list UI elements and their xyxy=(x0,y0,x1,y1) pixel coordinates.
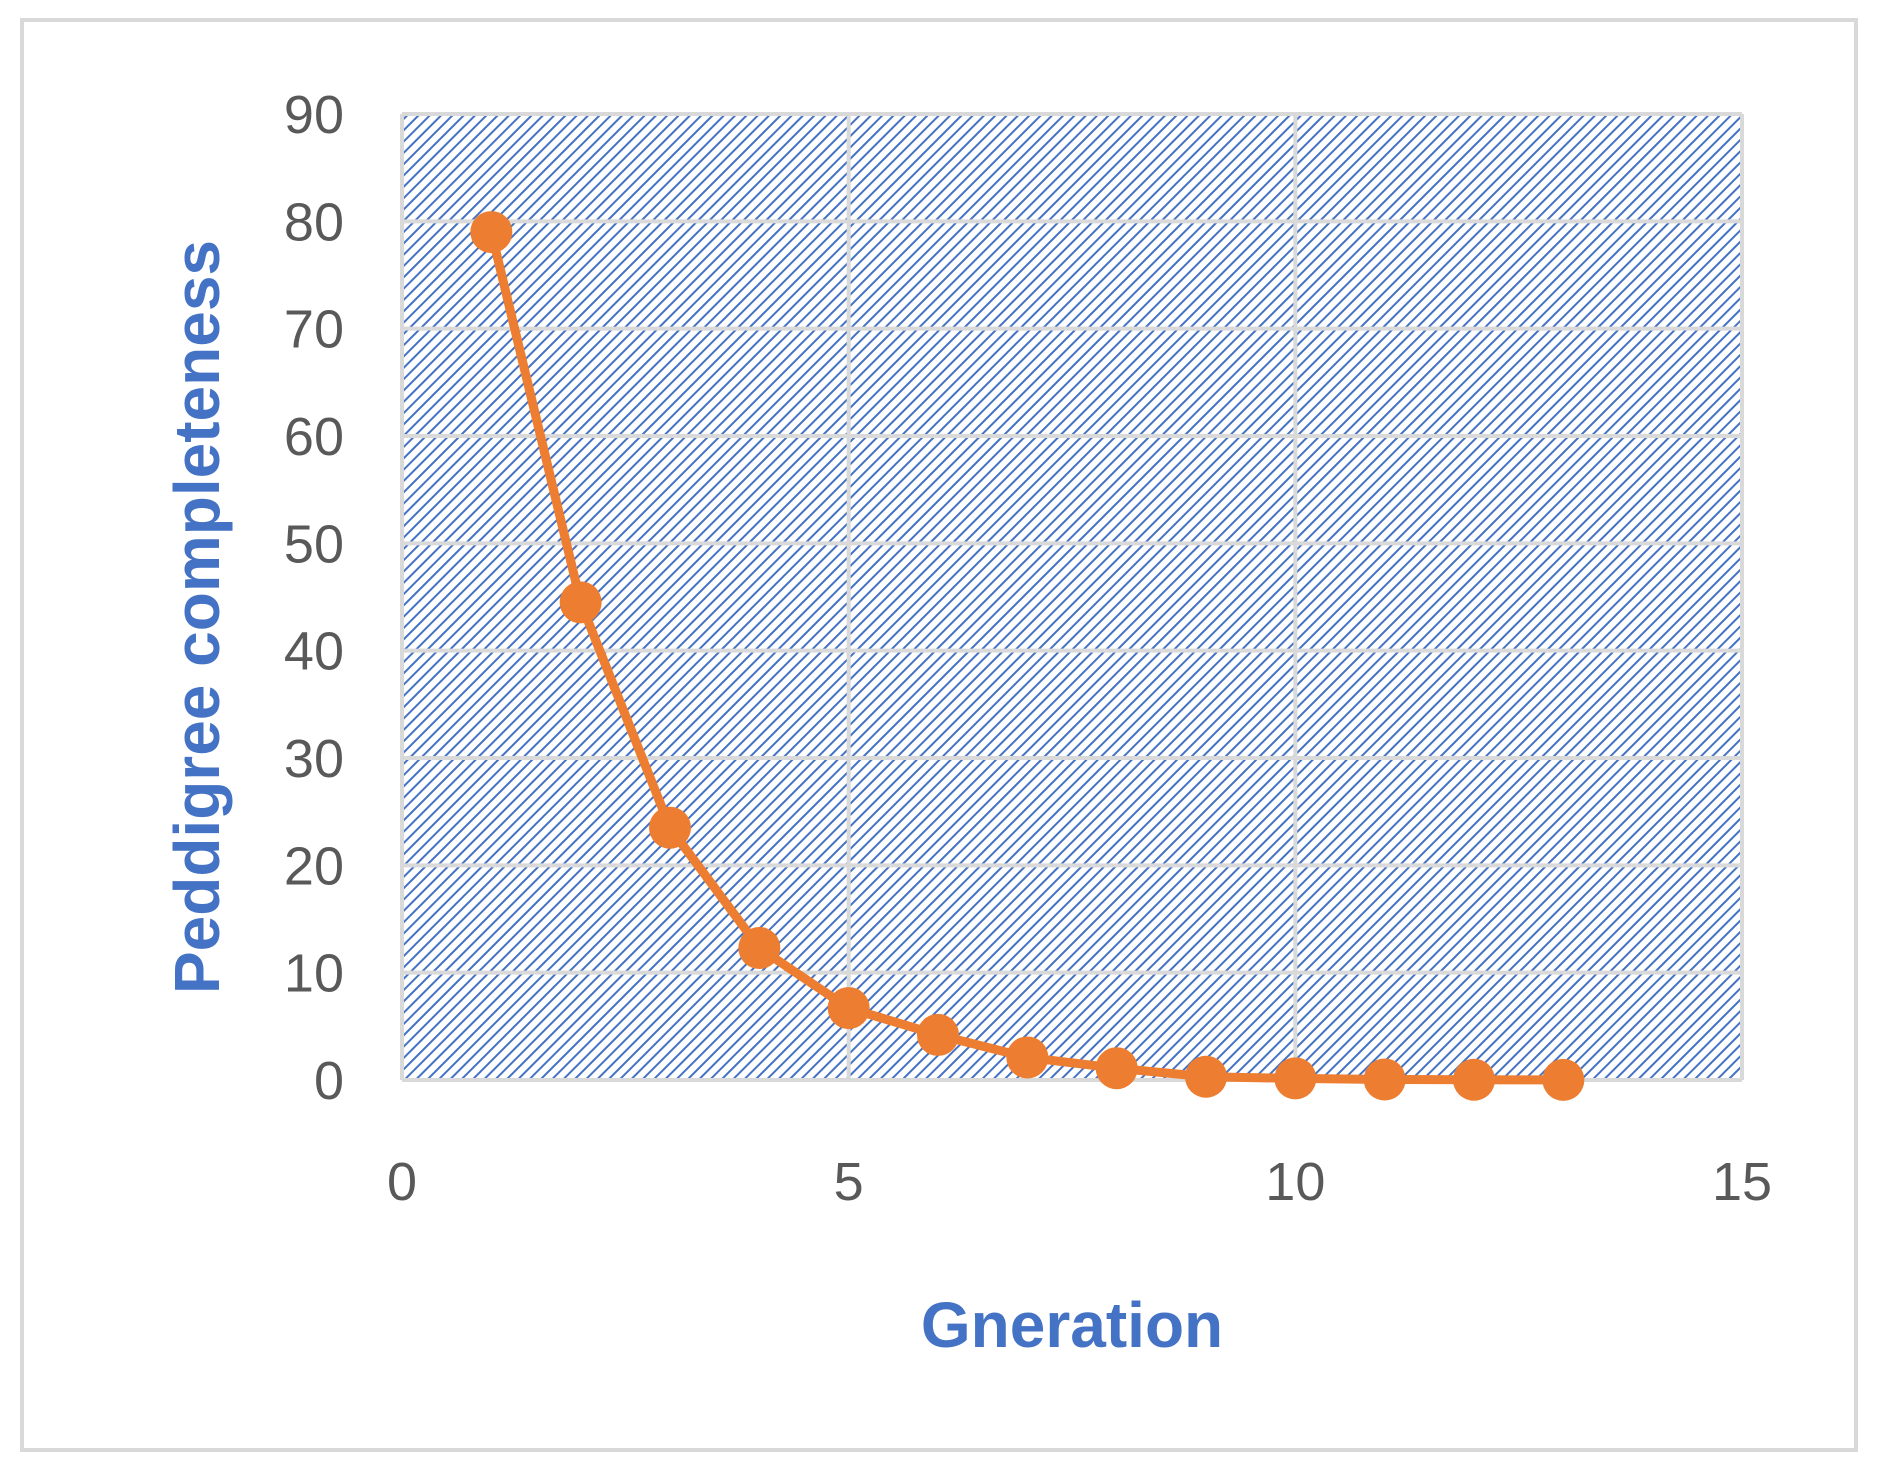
tick-labels: 0 10 20 30 40 50 60 70 80 90 0 5 10 15 xyxy=(284,85,1772,1212)
plot-area xyxy=(402,114,1742,1080)
x-tick-label: 10 xyxy=(1265,1152,1325,1212)
data-point xyxy=(559,581,602,624)
chart-svg: 0 10 20 30 40 50 60 70 80 90 0 5 10 15 Gneration Pedd… xyxy=(161,85,1772,1361)
data-point xyxy=(1542,1058,1585,1101)
data-point xyxy=(1453,1058,1495,1101)
x-tick-label: 0 xyxy=(387,1152,417,1212)
data-point xyxy=(827,987,870,1030)
data-point xyxy=(1185,1055,1227,1098)
data-point xyxy=(738,926,781,969)
x-axis-title: Gneration xyxy=(921,1289,1223,1361)
y-tick-label: 80 xyxy=(284,192,344,252)
y-tick-label: 10 xyxy=(284,944,344,1004)
data-point xyxy=(1095,1047,1138,1090)
data-point xyxy=(1274,1057,1317,1100)
y-tick-label: 60 xyxy=(284,407,344,467)
data-point xyxy=(470,211,513,254)
chart-frame: 0 10 20 30 40 50 60 70 80 90 0 5 10 15 Gneration Pedd… xyxy=(20,18,1858,1452)
x-tick-label: 15 xyxy=(1712,1152,1772,1212)
data-point xyxy=(917,1013,959,1056)
x-tick-label: 5 xyxy=(834,1152,864,1212)
data-point xyxy=(649,806,691,849)
y-axis-title: Peddigree completeness xyxy=(161,240,233,994)
y-tick-label: 90 xyxy=(284,85,344,145)
y-tick-label: 70 xyxy=(284,300,344,360)
gridlines xyxy=(400,112,1744,1082)
y-tick-label: 0 xyxy=(314,1051,344,1111)
data-point xyxy=(1363,1058,1406,1101)
y-tick-label: 20 xyxy=(284,836,344,896)
y-tick-label: 50 xyxy=(284,514,344,574)
y-tick-label: 40 xyxy=(284,622,344,682)
series xyxy=(470,211,1585,1101)
data-point xyxy=(1006,1036,1049,1079)
y-tick-label: 30 xyxy=(284,729,344,789)
